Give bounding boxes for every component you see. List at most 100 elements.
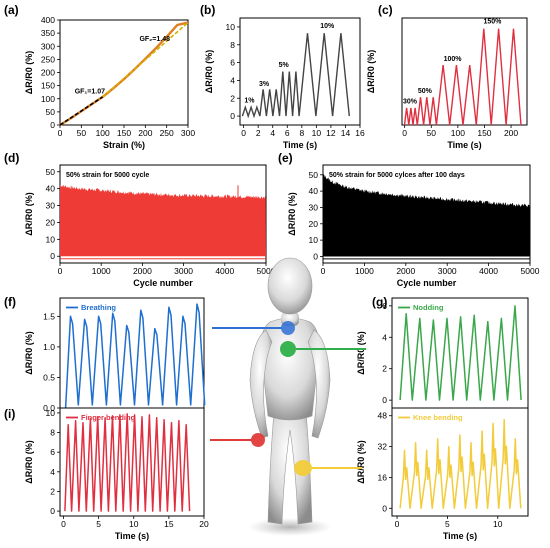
x-tick-label-c: 150 — [477, 128, 491, 138]
y-tick-label-b: 6 — [230, 58, 235, 68]
series-line-a-1 — [59, 96, 104, 126]
chart-f-top: 0.0 0.5 1.0 1.5 ΔR/R0 (%) Breathing — [24, 297, 206, 413]
y-tick-label-g-top: 4 — [382, 332, 387, 342]
y-tick-label-e: 0 — [313, 251, 318, 261]
y-tick-label-a: 0 — [50, 120, 55, 130]
x-tick-label-g-bottom: 5 — [445, 519, 450, 529]
y-tick-label-f-bottom: 2 — [50, 486, 55, 496]
y-axis-label-g-bottom: ΔR/R0 (%) — [356, 440, 366, 483]
y-tick-label-f-top: 1.0 — [43, 342, 55, 352]
y-axis-label-g-top: ΔR/R0 (%) — [356, 331, 366, 374]
x-tick-label-b: 6 — [285, 128, 290, 138]
x-axis-label-e: Cycle number — [397, 278, 457, 288]
cycling-area-e — [323, 174, 530, 257]
x-axis-label-a: Strain (%) — [103, 140, 145, 150]
series-line-a-2 — [102, 21, 189, 98]
x-tick-label-b: 16 — [355, 128, 365, 138]
y-tick-label-d: 40 — [46, 184, 56, 194]
y-tick-label-g-bottom: 16 — [378, 472, 388, 482]
annotation-c-0: 30% — [403, 99, 418, 106]
x-tick-label-d: 0 — [58, 266, 63, 276]
human-figure-illustration — [210, 257, 366, 536]
legend-label-f-bottom: Finger bending — [81, 413, 136, 422]
annotation-b-3: 10% — [320, 23, 335, 30]
panel-label-d: (d) — [4, 151, 19, 165]
x-tick-label-c: 0 — [402, 128, 407, 138]
y-tick-label-f-top: 1.5 — [43, 311, 55, 321]
panel-label-a: (a) — [4, 3, 19, 17]
x-tick-label-c: 200 — [504, 128, 518, 138]
chart-title-e: 50% strain for 5000 cylces after 100 day… — [329, 172, 465, 179]
x-tick-label-b: 0 — [241, 128, 246, 138]
x-tick-label-f-bottom: 15 — [164, 519, 174, 529]
x-tick-label-d: 4000 — [215, 266, 234, 276]
y-tick-label-g-bottom: 0 — [382, 503, 387, 513]
y-tick-label-e: 20 — [309, 219, 319, 229]
plot-frame-c — [401, 17, 528, 126]
panel-label-f: (f) — [4, 295, 16, 309]
x-tick-label-a: 50 — [77, 128, 87, 138]
plot-frame-f-bottom — [59, 407, 205, 517]
y-tick-label-d: 20 — [46, 217, 56, 227]
chart-title-d: 50% strain for 5000 cycle — [66, 172, 149, 179]
x-tick-label-d: 3000 — [174, 266, 193, 276]
x-tick-label-a: 150 — [117, 128, 131, 138]
x-tick-label-b: 8 — [299, 128, 304, 138]
x-tick-label-c: 100 — [451, 128, 465, 138]
y-tick-label-a: 100 — [41, 94, 55, 104]
y-tick-label-b: 0 — [230, 111, 235, 121]
x-tick-label-c: 50 — [427, 128, 437, 138]
x-tick-label-a: 0 — [58, 128, 63, 138]
cycling-area-d — [60, 184, 266, 257]
signal-line-f-bottom — [64, 413, 191, 512]
y-tick-label-f-bottom: 8 — [50, 428, 55, 438]
y-axis-label-f-bottom: ΔR/R0 (%) — [24, 440, 34, 483]
x-tick-label-b: 10 — [312, 128, 322, 138]
y-tick-label-d: 50 — [46, 167, 56, 177]
y-tick-label-d: 0 — [50, 251, 55, 261]
x-tick-label-a: 250 — [160, 128, 174, 138]
chart-d: 0 1000 2000 3000 4000 5000 0 10 20 30 40 50 Cycle nu… — [24, 164, 276, 288]
y-tick-label-g-top: 0 — [382, 395, 387, 405]
y-tick-label-b: 10 — [226, 22, 236, 32]
y-tick-label-e: 10 — [309, 235, 319, 245]
y-tick-label-f-bottom: 4 — [50, 467, 55, 477]
y-tick-label-a: 350 — [41, 28, 55, 38]
annotation-c-2: 100% — [444, 56, 463, 63]
panel-label-g: (g) — [372, 295, 387, 309]
annotation-a-0: GF₁=1.07 — [75, 89, 105, 96]
y-tick-label-a: 200 — [41, 68, 55, 78]
y-tick-label-b: 8 — [230, 40, 235, 50]
y-tick-label-f-bottom: 6 — [50, 447, 55, 457]
x-tick-label-d: 5000 — [257, 266, 276, 276]
x-tick-label-b: 14 — [341, 128, 351, 138]
y-tick-label-f-bottom: 0 — [50, 506, 55, 516]
x-axis-label-f-bottom: Time (s) — [115, 531, 149, 541]
legend-label-f-top: Breathing — [81, 303, 116, 312]
chart-e: 0 1000 2000 3000 4000 5000 0 10 20 30 40 50 Cycle nu… — [287, 164, 540, 288]
x-tick-label-e: 1000 — [355, 266, 374, 276]
x-axis-label-b: Time (s) — [283, 140, 317, 150]
y-tick-label-e: 30 — [309, 202, 319, 212]
x-tick-label-f-bottom: 10 — [129, 519, 139, 529]
x-tick-label-e: 0 — [321, 266, 326, 276]
x-tick-label-e: 4000 — [479, 266, 498, 276]
chart-a: 0 50 100 150 200 250 300 0 50 100 150 200 250 300 350 4… — [24, 15, 195, 150]
x-tick-label-d: 1000 — [92, 266, 111, 276]
annotation-c-1: 50% — [418, 88, 433, 95]
y-tick-label-a: 250 — [41, 54, 55, 64]
x-tick-label-f-bottom: 20 — [199, 519, 209, 529]
y-axis-label-b: ΔR/R0 (%) — [204, 50, 214, 93]
x-tick-label-f-bottom: 0 — [61, 519, 66, 529]
signal-line-g-top — [399, 305, 522, 401]
x-tick-label-b: 12 — [326, 128, 336, 138]
y-axis-label-a: ΔR/R0 (%) — [24, 51, 34, 94]
x-tick-label-d: 2000 — [133, 266, 152, 276]
y-tick-label-a: 50 — [46, 107, 56, 117]
signal-line-g-bottom — [399, 418, 522, 510]
y-tick-label-g-bottom: 32 — [378, 442, 388, 452]
signal-line-f-top — [64, 303, 206, 409]
panel-label-e: (e) — [278, 151, 293, 165]
y-tick-label-f-top: 0.5 — [43, 372, 55, 382]
